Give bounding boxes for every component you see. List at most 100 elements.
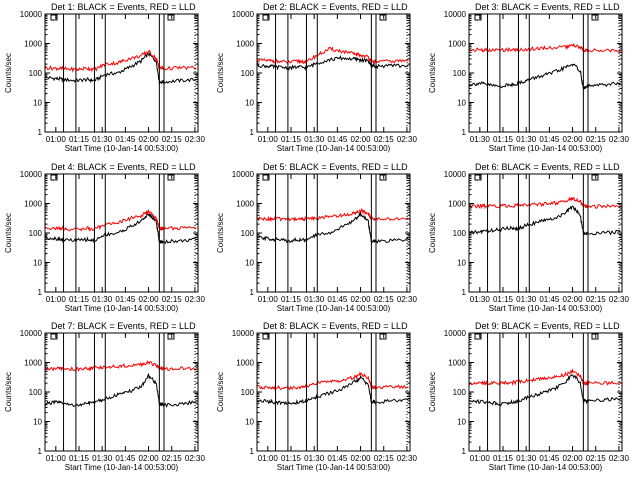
- time-box: [591, 333, 599, 340]
- time-box: [379, 14, 387, 21]
- time-box: [379, 174, 387, 181]
- x-tick-label: 01:30: [516, 295, 537, 304]
- time-box: [50, 333, 58, 340]
- x-tick-label: 01:30: [304, 454, 325, 463]
- series-line-lld: [256, 46, 409, 65]
- y-tick-label: 10000: [232, 170, 255, 179]
- x-tick-label: 02:00: [351, 454, 372, 463]
- y-tick-label: 1: [38, 288, 43, 297]
- x-tick-label: 01:45: [327, 295, 348, 304]
- y-tick-label: 100: [29, 229, 43, 238]
- x-tick-label: 02:15: [374, 454, 395, 463]
- y-tick-label: 1000: [24, 40, 42, 49]
- x-tick-label: 01:30: [304, 135, 325, 144]
- x-tick-label: 02:30: [609, 454, 630, 463]
- y-tick-label: 10000: [20, 170, 43, 179]
- x-tick-label: 01:45: [327, 454, 348, 463]
- x-tick-label: 02:00: [351, 135, 372, 144]
- x-tick-label: 02:30: [609, 135, 630, 144]
- time-box: [379, 333, 387, 340]
- y-axis-label: Counts/sec: [428, 53, 437, 93]
- series-line-lld: [256, 207, 409, 223]
- x-tick-label: 01:30: [92, 295, 113, 304]
- x-tick-label: 01:30: [470, 295, 491, 304]
- y-tick-label: 1000: [24, 359, 42, 368]
- x-tick-label: 01:15: [281, 454, 302, 463]
- x-tick-label: 01:15: [493, 454, 514, 463]
- y-tick-label: 100: [241, 388, 255, 397]
- x-tick-label: 02:00: [563, 454, 584, 463]
- series-line-lld: [44, 359, 197, 373]
- series-line-events: [256, 55, 409, 72]
- time-box: [262, 174, 270, 181]
- x-tick-label: 01:15: [281, 135, 302, 144]
- x-tick-label: 01:00: [46, 295, 67, 304]
- x-tick-label: 02:15: [162, 135, 183, 144]
- series-line-events: [44, 212, 197, 245]
- y-tick-label: 10: [33, 418, 42, 427]
- panel-4: Det 4: BLACK = Events, RED = LLD 1 10 100 10…: [4, 162, 205, 313]
- x-tick-label: 01:45: [115, 135, 136, 144]
- x-tick-label: 02:00: [563, 135, 584, 144]
- x-tick-label: 02:30: [185, 135, 206, 144]
- x-tick-label: 02:15: [586, 295, 607, 304]
- series-line-events: [256, 212, 409, 244]
- y-tick-label: 100: [241, 69, 255, 78]
- panel-8: Det 8: BLACK = Events, RED = LLD 1 10 100 10…: [216, 321, 417, 472]
- x-tick-label: 02:15: [162, 454, 183, 463]
- x-tick-label: 01:45: [539, 295, 560, 304]
- panel-3: Det 3: BLACK = Events, RED = LLD 1 10 100 10…: [428, 2, 629, 153]
- x-tick-label: 02:15: [586, 454, 607, 463]
- x-tick-label: 02:30: [185, 295, 206, 304]
- x-tick-label: 01:45: [327, 135, 348, 144]
- series-line-lld: [44, 209, 197, 233]
- x-tick-label: 02:15: [162, 295, 183, 304]
- time-box: [474, 333, 482, 340]
- panel-7: Det 7: BLACK = Events, RED = LLD 1 10 100 10…: [4, 321, 205, 472]
- x-tick-label: 01:30: [516, 135, 537, 144]
- y-axis-label: Counts/sec: [4, 372, 13, 412]
- y-tick-label: 1: [250, 288, 255, 297]
- x-tick-label: 01:15: [281, 295, 302, 304]
- series-line-events: [468, 63, 621, 90]
- x-tick-label: 02:30: [397, 295, 418, 304]
- y-tick-label: 1000: [236, 40, 254, 49]
- time-box: [50, 14, 58, 21]
- series-line-lld: [468, 196, 621, 210]
- plot-frame: [44, 173, 199, 293]
- panel-title: Det 2: BLACK = Events, RED = LLD: [263, 2, 408, 12]
- panel-title: Det 9: BLACK = Events, RED = LLD: [475, 321, 620, 331]
- panel-6: Det 6: BLACK = Events, RED = LLD 1 10 100 10…: [428, 162, 629, 313]
- y-tick-label: 10000: [20, 329, 43, 338]
- x-tick-label: 02:30: [397, 135, 418, 144]
- x-tick-label: 02:30: [397, 454, 418, 463]
- x-tick-label: 01:45: [539, 454, 560, 463]
- x-tick-label: 01:00: [46, 454, 67, 463]
- x-axis-label: Start Time (10-Jan-14 00:53:00): [277, 463, 391, 472]
- x-tick-label: 01:15: [69, 135, 90, 144]
- x-tick-label: 01:30: [92, 135, 113, 144]
- series-line-lld: [256, 371, 409, 391]
- panel-title: Det 8: BLACK = Events, RED = LLD: [263, 321, 408, 331]
- time-box: [474, 174, 482, 181]
- x-tick-label: 01:00: [258, 135, 279, 144]
- x-tick-label: 01:15: [493, 135, 514, 144]
- y-tick-label: 10000: [444, 170, 467, 179]
- x-tick-label: 02:00: [139, 135, 160, 144]
- y-tick-label: 1: [38, 447, 43, 456]
- x-tick-label: 01:15: [69, 295, 90, 304]
- panel-title: Det 3: BLACK = Events, RED = LLD: [475, 2, 620, 12]
- series-line-events: [256, 375, 409, 406]
- y-axis-label: Counts/sec: [216, 372, 225, 412]
- y-tick-label: 10000: [20, 10, 43, 19]
- y-tick-label: 100: [29, 388, 43, 397]
- plot-frame: [256, 13, 411, 133]
- x-tick-label: 02:15: [586, 135, 607, 144]
- x-tick-label: 02:00: [351, 295, 372, 304]
- y-tick-label: 10: [33, 99, 42, 108]
- y-tick-label: 10: [245, 99, 254, 108]
- panel-title: Det 6: BLACK = Events, RED = LLD: [475, 162, 620, 172]
- time-box: [167, 14, 175, 21]
- y-tick-label: 1000: [448, 40, 466, 49]
